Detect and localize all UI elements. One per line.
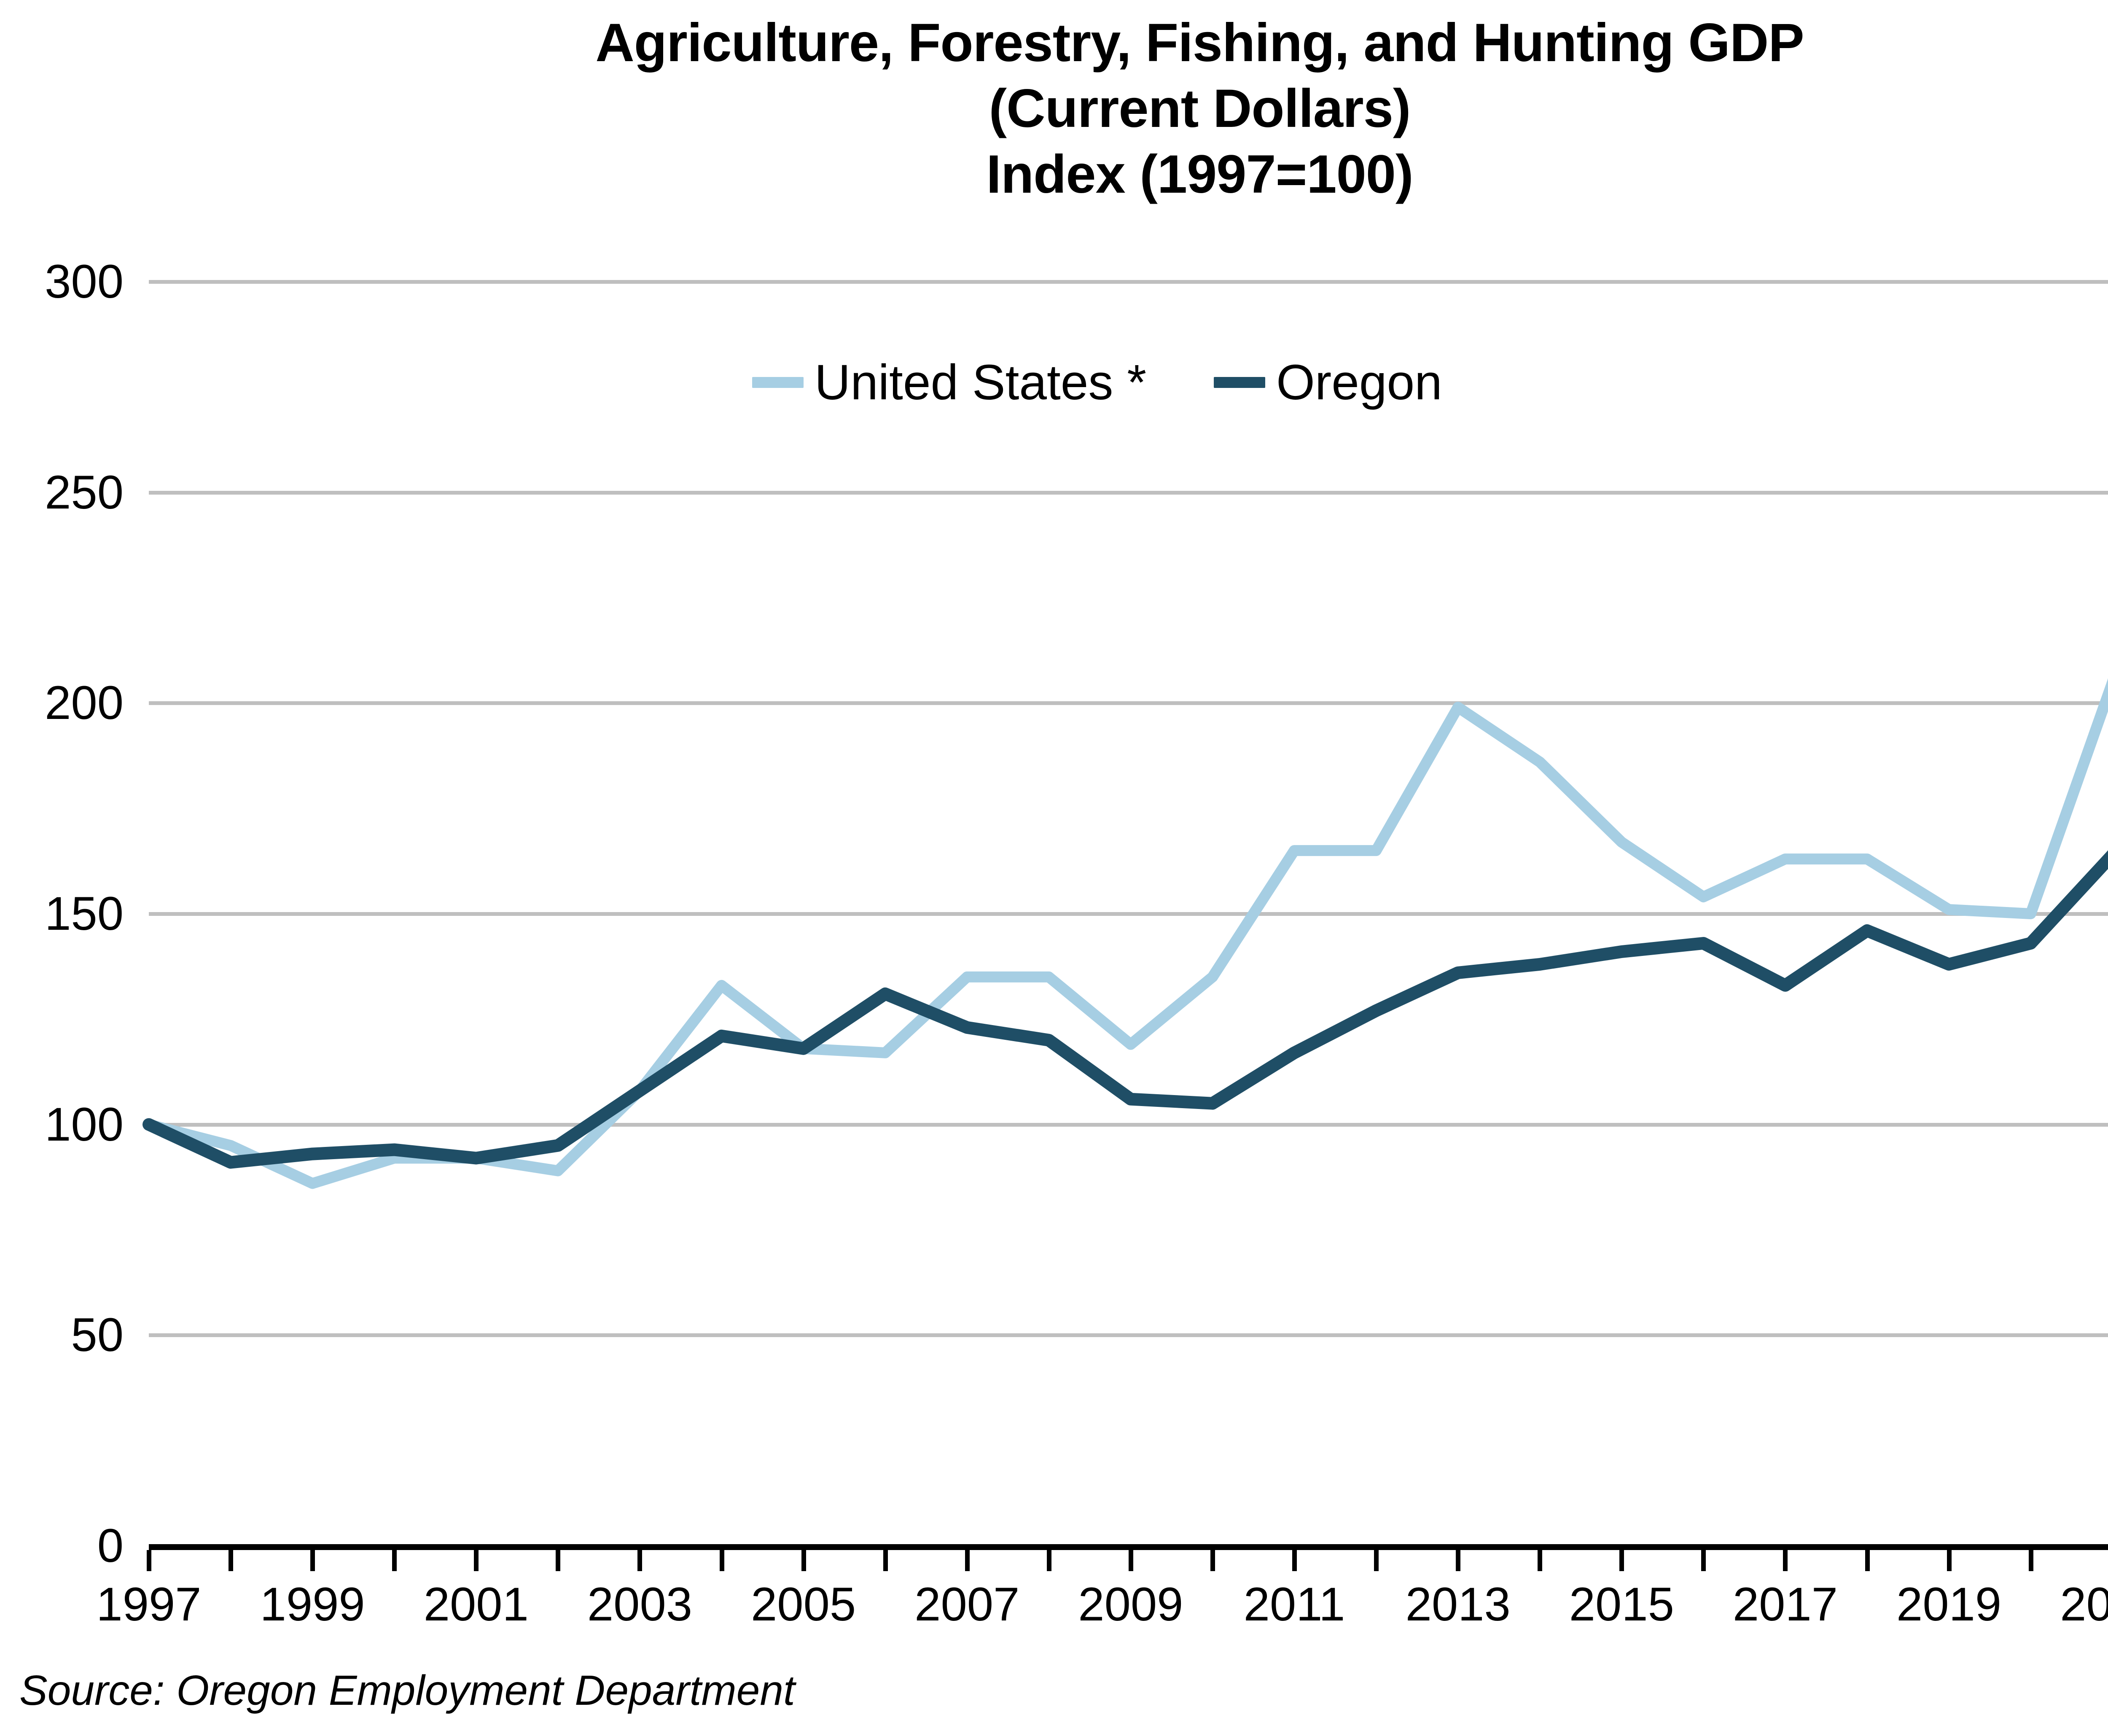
y-axis-label-0: 0 xyxy=(97,1519,124,1572)
title-line-2: (Current Dollars) xyxy=(989,78,1411,139)
x-axis-tick-2020 xyxy=(2028,1550,2033,1571)
x-axis-tick-2013 xyxy=(1456,1550,1461,1571)
x-axis-label-2001: 2001 xyxy=(423,1578,529,1631)
x-axis-label-2007: 2007 xyxy=(914,1578,1020,1631)
x-axis-tick-2016 xyxy=(1701,1550,1706,1571)
x-axis-tick-2017 xyxy=(1783,1550,1788,1571)
footer-divider xyxy=(2,1638,2108,1639)
y-axis-label-200: 200 xyxy=(45,676,124,729)
x-axis-tick-2005 xyxy=(801,1550,806,1571)
x-axis-tick-1999 xyxy=(310,1550,315,1571)
y-axis-label-250: 250 xyxy=(45,466,124,519)
gridline-100 xyxy=(149,1122,2108,1127)
x-axis-tick-2003 xyxy=(637,1550,643,1571)
gridline-200 xyxy=(149,701,2108,705)
x-axis-label-2017: 2017 xyxy=(1732,1578,1838,1631)
x-axis-label-1999: 1999 xyxy=(260,1578,365,1631)
y-axis-label-50: 50 xyxy=(71,1308,124,1362)
x-axis-tick-2009 xyxy=(1128,1550,1133,1571)
x-axis-label-2019: 2019 xyxy=(1896,1578,2002,1631)
series-line-oregon xyxy=(143,850,2108,1169)
x-axis-label-2009: 2009 xyxy=(1078,1578,1183,1631)
legend-label-united-states: United States * xyxy=(815,355,1147,410)
x-axis-label-2003: 2003 xyxy=(587,1578,693,1631)
y-axis-label-100: 100 xyxy=(45,1098,124,1151)
series-line-united-states xyxy=(143,678,2108,1189)
gridline-150 xyxy=(149,912,2108,916)
x-axis-tick-2012 xyxy=(1374,1550,1379,1571)
legend-item-united-states[interactable]: United States * xyxy=(752,354,1146,411)
x-axis-tick-2007 xyxy=(965,1550,970,1571)
title-line-3: Index (1997=100) xyxy=(986,144,1413,205)
legend-item-oregon[interactable]: Oregon xyxy=(1214,354,1442,411)
x-axis-tick-2015 xyxy=(1619,1550,1624,1571)
gridline-300 xyxy=(149,280,2108,284)
legend-swatch-oregon xyxy=(1214,377,1266,388)
y-axis-label-300: 300 xyxy=(45,255,124,308)
x-axis-line xyxy=(149,1544,2108,1550)
gridline-50 xyxy=(149,1333,2108,1338)
x-axis-label-2013: 2013 xyxy=(1405,1578,1511,1631)
x-axis-tick-2002 xyxy=(556,1550,561,1571)
x-axis-tick-2010 xyxy=(1210,1550,1215,1571)
x-axis-label-2005: 2005 xyxy=(751,1578,856,1631)
x-axis-tick-2000 xyxy=(392,1550,397,1571)
gridline-250 xyxy=(149,490,2108,495)
x-axis-label-1997: 1997 xyxy=(96,1578,202,1631)
y-axis-label-150: 150 xyxy=(45,887,124,940)
x-axis-label-2021: 2021 xyxy=(2060,1578,2108,1631)
source-note: Source: Oregon Employment Department xyxy=(19,1667,795,1714)
x-axis-tick-2011 xyxy=(1292,1550,1297,1571)
x-axis-tick-2019 xyxy=(1947,1550,1952,1571)
plot-area xyxy=(149,280,2108,1546)
x-axis-tick-2018 xyxy=(1865,1550,1870,1571)
title-line-1: Agriculture, Forestry, Fishing, and Hunt… xyxy=(595,13,1804,73)
chart-title: Agriculture, Forestry, Fishing, and Hunt… xyxy=(2,10,2108,207)
x-axis-tick-1998 xyxy=(229,1550,234,1571)
x-axis-tick-2008 xyxy=(1046,1550,1051,1571)
x-axis-label-2015: 2015 xyxy=(1569,1578,1674,1631)
legend-swatch-united-states xyxy=(752,377,804,388)
x-axis-tick-2006 xyxy=(883,1550,888,1571)
x-axis-tick-2014 xyxy=(1538,1550,1543,1571)
x-axis-tick-2004 xyxy=(719,1550,724,1571)
chart-legend: United States * Oregon xyxy=(752,354,1442,411)
x-axis-tick-1997 xyxy=(147,1550,151,1571)
legend-label-oregon: Oregon xyxy=(1276,355,1442,410)
x-axis-tick-2001 xyxy=(474,1550,479,1571)
x-axis-label-2011: 2011 xyxy=(1243,1578,1345,1631)
